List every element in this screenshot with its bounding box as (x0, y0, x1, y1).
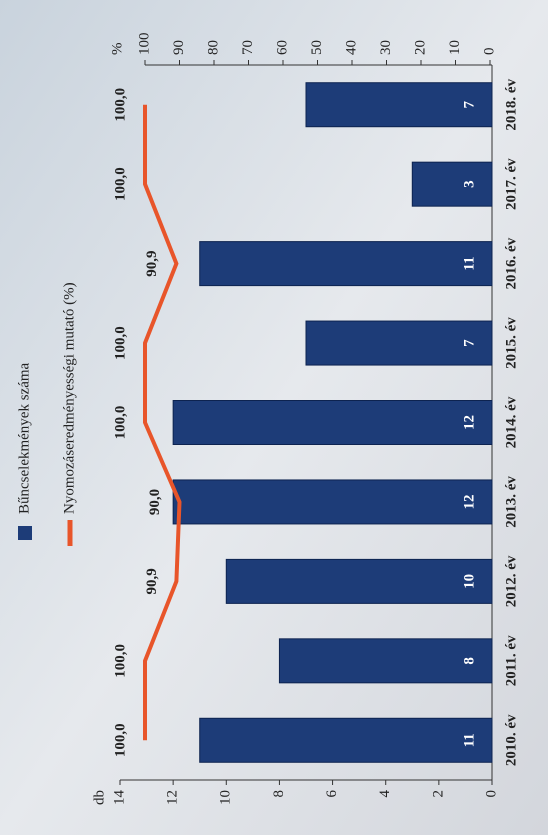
y-tick-label: 0 (483, 790, 499, 798)
legend-label: Bűncselekmények száma (16, 362, 32, 514)
bar (172, 400, 493, 445)
legend-label: Nyomozáseredményességi mutató (%) (61, 282, 77, 514)
bar-label: 10 (461, 574, 477, 589)
line-label: 100,0 (112, 326, 128, 360)
x-tick-label: 2012. év (503, 555, 519, 607)
y-tick-label: 4 (377, 790, 393, 798)
bar (305, 320, 493, 366)
plot-group: 0 2 4 6 8 10 12 14 0 10 20 30 40 50 60 70 80 90 100 db% 2010… (16, 33, 519, 806)
y2-tick-label: 10 (447, 40, 463, 55)
line (143, 104, 182, 741)
y2-tick-label: 100 (136, 33, 152, 56)
x-tick-label: 2013. év (503, 476, 519, 528)
bar (199, 241, 493, 287)
line-label: 100,0 (112, 644, 128, 678)
x-tick-label: 2018. év (503, 78, 519, 130)
x-tick-label: 2016. év (503, 237, 519, 289)
x-tick-label: 2011. év (503, 635, 519, 686)
legend-swatch (18, 526, 32, 540)
bar (305, 82, 493, 128)
x-tick-label: 2014. év (503, 396, 519, 448)
y-tick-label: 14 (111, 790, 127, 806)
x-tick-label: 2015. év (503, 317, 519, 369)
y-axis-title: db (91, 790, 107, 805)
bar (172, 479, 493, 525)
y2-tick-label: 60 (274, 40, 290, 55)
y-tick-label: 8 (271, 790, 287, 798)
bar-label: 8 (461, 657, 477, 665)
bar-label: 12 (461, 415, 477, 430)
y2-tick-label: 40 (343, 40, 359, 55)
bar (278, 638, 493, 684)
bar (411, 161, 493, 207)
bar (199, 717, 493, 763)
line-label: 100,0 (112, 88, 128, 122)
line-label: 90,9 (144, 568, 160, 594)
y-tick-label: 12 (165, 790, 181, 805)
line-label: 100,0 (112, 406, 128, 440)
x-tick-label: 2017. év (503, 158, 519, 210)
y-tick-label: 10 (218, 790, 234, 805)
bar-label: 7 (461, 339, 477, 347)
y-tick-label: 6 (324, 790, 340, 798)
y2-tick-label: 70 (240, 40, 256, 55)
line-label: 100,0 (112, 167, 128, 201)
bar-label: 11 (461, 733, 477, 747)
y2-tick-label: 30 (378, 40, 394, 55)
y2-tick-label: 50 (309, 40, 325, 55)
y-tick-label: 2 (430, 790, 446, 798)
line-label: 90,0 (147, 489, 163, 515)
bar-label: 3 (461, 180, 477, 188)
y2-tick-label: 90 (171, 40, 187, 55)
bar-label: 7 (461, 100, 477, 108)
y2-tick-label: 20 (412, 40, 428, 55)
y2-tick-label: 80 (205, 40, 221, 55)
bar-label: 11 (461, 257, 477, 271)
y2-axis-title: % (109, 43, 125, 56)
line-label: 100,0 (112, 723, 128, 757)
bar-label: 12 (461, 494, 477, 509)
bar (225, 558, 493, 604)
x-tick-label: 2010. év (503, 714, 519, 766)
y2-tick-label: 0 (481, 48, 497, 56)
line-label: 90,9 (144, 250, 160, 276)
